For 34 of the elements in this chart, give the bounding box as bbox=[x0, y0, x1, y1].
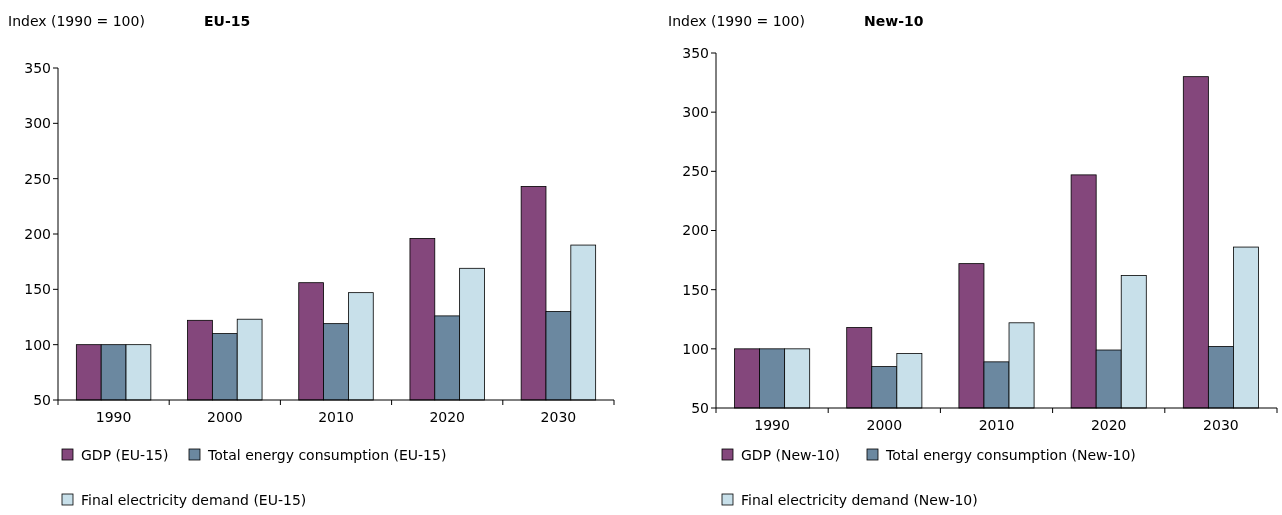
chart-title: New-10 bbox=[864, 13, 924, 29]
legend-label: Total energy consumption (New-10) bbox=[885, 447, 1136, 463]
x-tick-label: 2030 bbox=[1203, 417, 1239, 433]
x-tick-label: 2030 bbox=[540, 409, 577, 425]
legend-label: Total energy consumption (EU-15) bbox=[207, 447, 447, 463]
x-tick-label: 2010 bbox=[978, 417, 1015, 433]
y-tick-label: 350 bbox=[682, 44, 709, 61]
legend-label: Final electricity demand (New-10) bbox=[741, 492, 978, 508]
y-tick-label: 250 bbox=[24, 170, 51, 187]
legend-label: GDP (EU-15) bbox=[81, 447, 169, 463]
y-axis-title: Index (1990 = 100) bbox=[668, 13, 805, 29]
y-tick-label: 100 bbox=[24, 336, 51, 353]
y-tick-label: 300 bbox=[682, 104, 709, 121]
y-tick-label: 150 bbox=[682, 281, 709, 298]
y-tick-label: 200 bbox=[24, 225, 51, 242]
y-axis-title: Index (1990 = 100) bbox=[8, 13, 145, 29]
x-tick-label: 2020 bbox=[429, 409, 466, 425]
y-tick-label: 350 bbox=[24, 59, 51, 76]
x-tick-label: 2000 bbox=[206, 409, 243, 425]
y-tick-label: 50 bbox=[691, 399, 709, 416]
chart-title: EU-15 bbox=[204, 13, 251, 29]
y-tick-label: 300 bbox=[24, 115, 51, 132]
y-tick-label: 150 bbox=[24, 281, 51, 298]
y-tick-label: 100 bbox=[682, 340, 709, 357]
y-tick-label: 50 bbox=[33, 391, 51, 408]
legend-label: GDP (New-10) bbox=[741, 447, 840, 463]
x-tick-label: 2010 bbox=[318, 409, 354, 425]
y-tick-label: 250 bbox=[682, 163, 709, 180]
x-tick-label: 1990 bbox=[95, 409, 132, 425]
x-tick-label: 1990 bbox=[754, 417, 790, 433]
x-tick-label: 2020 bbox=[1090, 417, 1127, 433]
x-tick-label: 2000 bbox=[866, 417, 903, 433]
y-tick-label: 200 bbox=[682, 222, 709, 239]
legend-label: Final electricity demand (EU-15) bbox=[81, 492, 307, 508]
